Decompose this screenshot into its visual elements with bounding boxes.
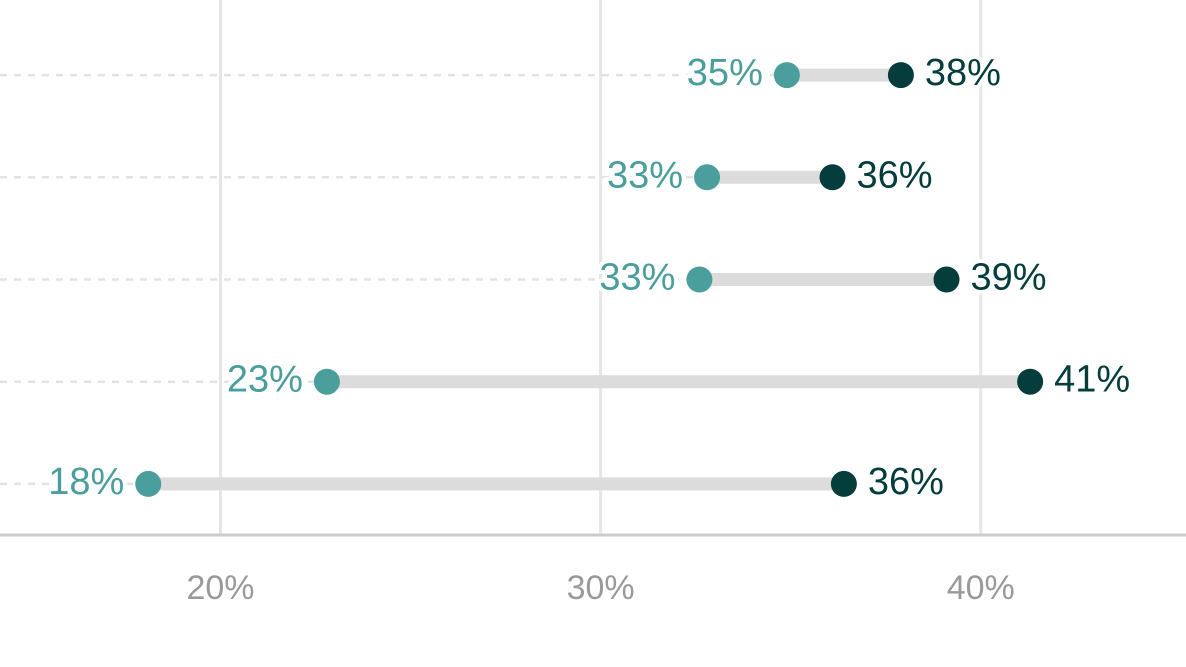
x-tick-label: 30% [567, 569, 635, 607]
dot [933, 266, 960, 293]
dot [135, 470, 162, 497]
value-label: 38% [925, 52, 1001, 94]
value-label: 36% [856, 154, 932, 196]
dot [686, 266, 713, 293]
value-label: 33% [599, 257, 675, 299]
x-tick-label: 40% [947, 569, 1015, 607]
dot [773, 62, 800, 89]
dot [313, 368, 340, 395]
dot [887, 62, 914, 89]
dot [694, 164, 721, 191]
value-label: 41% [1054, 359, 1130, 401]
dot [819, 164, 846, 191]
x-tick-label: 20% [186, 569, 254, 607]
value-label: 18% [48, 461, 124, 503]
dot [830, 470, 857, 497]
value-label: 33% [607, 154, 683, 196]
value-label: 36% [868, 461, 944, 503]
value-label: 23% [227, 359, 303, 401]
dot [1017, 368, 1044, 395]
value-label: 35% [687, 52, 763, 94]
value-label: 39% [971, 257, 1047, 299]
